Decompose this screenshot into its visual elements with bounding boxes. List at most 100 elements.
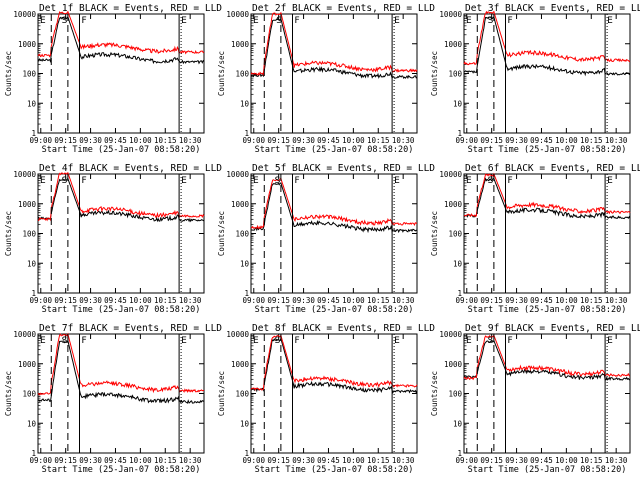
panel-5: Det 5f BLACK = Events, RED = LLD 1 10 100 10… [217,163,435,315]
region-marker: E [466,16,472,26]
region-marker: F [508,16,513,26]
series-events-line [37,15,205,65]
region-marker: E [40,16,46,26]
x-tick-label: 09:15 [480,136,503,145]
x-tick-label: 10:30 [179,296,202,305]
panel-title: Det 9f BLACK = Events, RED = LLD [465,323,640,334]
x-tick-label: 10:30 [179,136,202,145]
y-tick-label: 1 [244,129,249,138]
x-tick-label: 09:30 [79,296,102,305]
y-axis-label: Counts/sec [4,211,13,256]
x-tick-label: 10:00 [129,296,152,305]
region-marker: S [62,16,68,26]
x-tick-label: 10:30 [392,456,415,465]
y-tick-label: 10000 [13,10,36,19]
x-tick-label: 09:00 [29,296,52,305]
y-tick-label: 10 [27,99,37,108]
y-tick-label: 1000 [444,40,463,49]
y-tick-label: 100 [448,230,462,239]
y-tick-label: 1000 [231,40,250,49]
x-tick-label: 09:30 [79,136,102,145]
panel-4: Det 4f BLACK = Events, RED = LLD 1 10 100 10… [4,163,222,315]
x-tick-label: 09:45 [104,456,127,465]
y-tick-label: 1 [457,449,462,458]
x-axis-label: Start Time (25-Jan-07 08:58:20) [468,465,627,475]
series-lld-line [250,11,418,77]
x-tick-label: 09:45 [104,136,127,145]
y-tick-label: 10 [453,99,463,108]
y-tick-label: 1 [31,449,36,458]
x-axis-label: Start Time (25-Jan-07 08:58:20) [42,305,201,315]
x-tick-label: 09:00 [455,456,478,465]
y-tick-label: 10 [27,419,37,428]
x-tick-label: 10:15 [367,456,390,465]
x-tick-label: 10:00 [555,136,578,145]
y-axis-label: Counts/sec [217,51,226,96]
series-events-line [37,177,205,223]
y-tick-label: 10 [240,99,250,108]
x-tick-label: 09:45 [530,456,553,465]
y-tick-label: 10 [27,259,37,268]
region-marker: F [508,336,513,346]
y-tick-label: 10000 [439,10,462,19]
x-tick-label: 10:30 [179,456,202,465]
panel-title: Det 7f BLACK = Events, RED = LLD [39,323,222,334]
y-tick-label: 10 [453,419,463,428]
region-marker: E [466,176,472,186]
region-marker: F [295,176,300,186]
panel-title: Det 6f BLACK = Events, RED = LLD [465,163,640,174]
region-marker: F [295,16,300,26]
y-tick-label: 10 [240,259,250,268]
y-tick-label: 100 [22,70,36,79]
x-tick-label: 10:15 [154,456,177,465]
region-marker: E [181,336,187,346]
x-tick-label: 09:00 [242,296,265,305]
y-tick-label: 10 [453,259,463,268]
series-lld-line [37,172,205,222]
series-events-line [250,17,418,80]
x-tick-label: 09:45 [317,136,340,145]
region-marker: E [394,16,400,26]
series-events-line [463,177,631,220]
x-tick-label: 10:30 [605,456,628,465]
y-tick-label: 1 [457,289,462,298]
x-tick-label: 10:15 [580,136,603,145]
x-tick-label: 09:45 [317,456,340,465]
panel-2: Det 2f BLACK = Events, RED = LLD 1 10 100 10… [217,3,435,155]
x-axis-label: Start Time (25-Jan-07 08:58:20) [255,305,414,315]
y-tick-label: 100 [235,70,249,79]
y-tick-label: 10000 [226,170,249,179]
region-marker: F [508,176,513,186]
y-axis-label: Counts/sec [430,371,439,416]
y-tick-label: 1000 [18,360,37,369]
y-tick-label: 1000 [231,200,250,209]
series-lld-line [463,334,630,381]
region-marker: F [82,336,87,346]
x-tick-label: 10:00 [129,456,152,465]
y-tick-label: 1 [31,129,36,138]
y-tick-label: 100 [22,390,36,399]
y-tick-label: 1000 [18,40,37,49]
x-tick-label: 09:15 [267,296,290,305]
x-tick-label: 09:30 [505,456,528,465]
x-tick-label: 10:00 [555,296,578,305]
x-tick-label: 10:00 [342,136,365,145]
x-tick-label: 09:45 [317,296,340,305]
x-tick-label: 09:15 [267,136,290,145]
region-marker: E [607,336,613,346]
region-marker: E [181,16,187,26]
y-tick-label: 10000 [13,170,36,179]
region-marker: S [275,176,281,186]
x-tick-label: 10:00 [129,136,152,145]
x-tick-label: 09:15 [480,296,503,305]
y-tick-label: 1 [31,289,36,298]
x-tick-label: 09:15 [54,456,77,465]
series-events-line [37,339,205,404]
region-marker: S [488,176,494,186]
y-axis-label: Counts/sec [217,211,226,256]
x-axis-label: Start Time (25-Jan-07 08:58:20) [42,465,201,475]
region-marker: E [394,176,400,186]
panel-3: Det 3f BLACK = Events, RED = LLD 1 10 100 10… [430,3,640,155]
x-tick-label: 09:15 [54,296,77,305]
y-tick-label: 10000 [439,170,462,179]
